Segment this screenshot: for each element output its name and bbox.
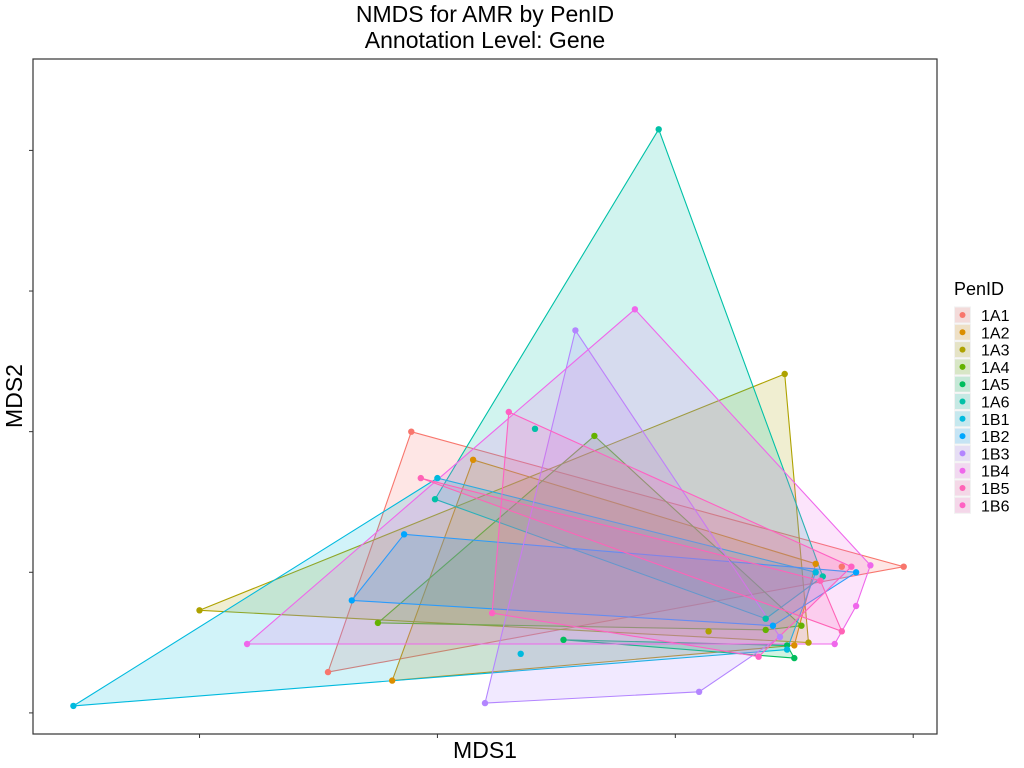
point-1B6-0: [505, 408, 512, 416]
point-1A2-3: [812, 560, 819, 567]
legend-key-point: [959, 485, 966, 491]
legend-item-1B1: 1B1: [954, 410, 1010, 429]
legend-item-1A5: 1A5: [954, 375, 1010, 394]
tick-layer: [29, 149, 914, 738]
point-1A6-4: [431, 496, 439, 503]
legend-item-1A4: 1A4: [954, 358, 1010, 377]
legend-key-point: [959, 346, 966, 353]
legend-key-point: [959, 450, 966, 457]
x-axis-label: MDS1: [453, 737, 517, 763]
point-1B4-2: [831, 640, 838, 648]
chart-subtitle: Annotation Level: Gene: [365, 27, 605, 53]
point-1A1-1: [324, 668, 332, 676]
legend-key-point: [959, 363, 966, 370]
point-1B5-0: [417, 474, 424, 482]
point-1A4-3: [762, 626, 769, 634]
legend-label: 1A1: [981, 308, 1010, 325]
legend-label: 1B4: [981, 464, 1010, 481]
point-1A6-0: [655, 126, 662, 133]
hull-1B4: [245, 308, 872, 645]
point-1A3-0: [196, 607, 203, 614]
legend-key-point: [959, 467, 966, 474]
legend-key-point: [959, 312, 966, 318]
legend-label: 1A4: [981, 360, 1010, 377]
point-1A5-0: [791, 654, 798, 662]
legend-title: PenID: [954, 279, 1004, 299]
point-1A1-0: [408, 428, 415, 435]
point-1B3-3: [776, 633, 784, 641]
legend-item-1B5: 1B5: [954, 479, 1010, 498]
point-1B6-2: [755, 653, 762, 660]
legend-item-1B3: 1B3: [954, 444, 1010, 463]
point-1B6-1: [488, 609, 496, 617]
hull-1B5: [420, 477, 843, 633]
point-1A4-2: [798, 622, 805, 629]
hull-layer: [73, 128, 904, 707]
point-1B4-0: [631, 306, 639, 313]
legend-item-1A1: 1A1: [954, 306, 1010, 325]
point-layer: [70, 126, 907, 710]
legend-label: 1B2: [981, 429, 1010, 446]
legend-label: 1A3: [981, 343, 1010, 360]
point-1A1-3: [838, 563, 845, 570]
legend-item-1A2: 1A2: [954, 323, 1010, 342]
point-1A4-0: [374, 619, 382, 627]
point-1B4-3: [243, 640, 251, 648]
point-1B6-3: [848, 563, 855, 570]
point-1B3-1: [695, 688, 703, 695]
point-1B1-3: [812, 569, 819, 576]
legend-item-1B2: 1B2: [954, 427, 1010, 446]
legend-item-1B6: 1B6: [954, 496, 1010, 515]
point-1B1-0: [70, 702, 77, 710]
point-1A1-2: [900, 563, 907, 570]
point-1B5-1: [838, 628, 845, 635]
plot-panel-border: [32, 58, 938, 735]
legend-label: 1A6: [981, 395, 1010, 412]
point-1B2-0: [400, 531, 408, 538]
point-1B1-4: [517, 650, 524, 657]
point-1B1-1: [434, 474, 441, 482]
point-1B4-4: [867, 562, 874, 569]
legend-label: 1A5: [981, 377, 1010, 394]
point-1B2-1: [852, 569, 860, 576]
legend-label: 1B6: [981, 498, 1010, 515]
point-1A4-1: [591, 432, 598, 440]
point-1B5-2: [817, 577, 824, 584]
point-1B4-1: [852, 602, 860, 610]
point-1B1-2: [783, 646, 791, 653]
point-1A2-1: [389, 677, 396, 684]
point-1A3-2: [805, 639, 812, 646]
legend-key-point: [959, 433, 966, 440]
point-1B3-2: [481, 699, 489, 707]
point-1A2-2: [791, 642, 798, 649]
legend-key-point: [959, 329, 966, 336]
y-axis-label: MDS2: [1, 364, 27, 428]
point-1A2-0: [469, 456, 477, 463]
point-1A3-1: [781, 370, 788, 378]
point-1B3-0: [572, 327, 579, 334]
point-1A3-3: [705, 628, 712, 635]
legend-label: 1B1: [981, 412, 1010, 429]
legend-label: 1A2: [981, 325, 1010, 342]
legend-item-1A3: 1A3: [954, 341, 1010, 360]
legend-key-point: [959, 381, 966, 388]
point-1A6-2: [762, 615, 769, 622]
point-1A5-2: [560, 636, 567, 643]
point-1B2-3: [348, 597, 355, 604]
point-1B2-2: [769, 622, 777, 629]
legend-key-point: [959, 415, 966, 422]
legend-key-point: [959, 398, 966, 405]
legend-label: 1B5: [981, 481, 1010, 498]
legend-item-1A6: 1A6: [954, 393, 1010, 412]
legend-item-1B4: 1B4: [954, 462, 1010, 481]
legend-label: 1B3: [981, 446, 1010, 463]
chart-title: NMDS for AMR by PenID: [356, 1, 614, 27]
point-1A6-3: [531, 425, 539, 432]
legend-key-point: [959, 502, 966, 509]
